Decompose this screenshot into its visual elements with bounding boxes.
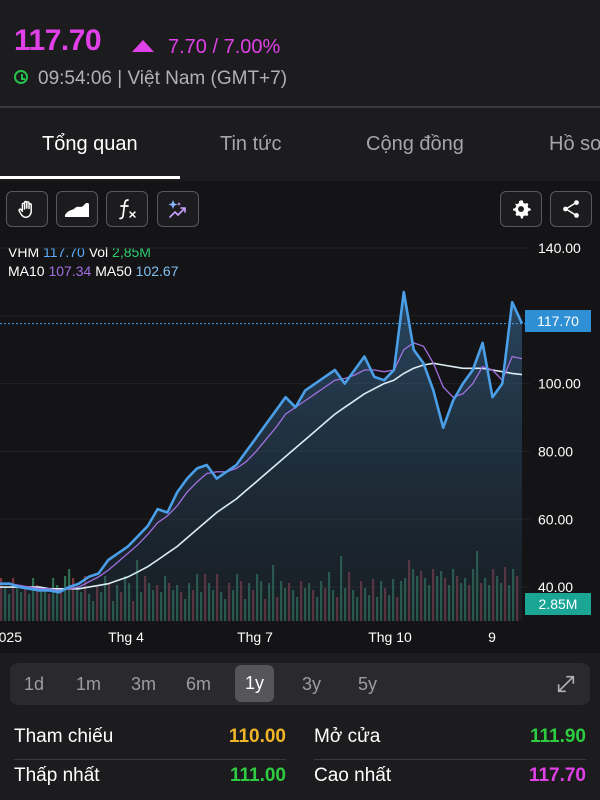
hand-icon[interactable]: [6, 191, 48, 227]
legend-ma50-value: 102.67: [135, 263, 179, 279]
tab-news[interactable]: Tin tức: [220, 133, 282, 155]
price-area: [0, 292, 522, 621]
period-5y[interactable]: 5y: [358, 674, 378, 694]
x-tick-label: Thg 7: [237, 629, 273, 645]
x-tick-label: 9: [488, 629, 496, 645]
active-tab-indicator: [0, 176, 180, 179]
y-tick-label: 60.00: [538, 511, 573, 527]
tab-profile[interactable]: Hồ sơ: [549, 133, 600, 155]
period-1y[interactable]: 1y: [235, 665, 275, 702]
y-tick-label: 100.00: [538, 376, 581, 392]
x-tick-label: Thg 10: [368, 629, 412, 645]
market-time: 09:54:06 | Việt Nam (GMT+7): [38, 68, 288, 89]
gear-icon[interactable]: [500, 191, 542, 227]
stats-divider-right: [314, 759, 586, 760]
expand-icon[interactable]: [555, 673, 577, 700]
function-icon[interactable]: [106, 191, 148, 227]
quote-header: 117.70 7.70 / 7.00% 09:54:06 | Việt Nam …: [0, 0, 600, 107]
legend-ma10-label: MA10: [8, 263, 45, 279]
open-value: 111.90: [529, 726, 586, 747]
volume-tag: 2.85M: [525, 593, 591, 615]
period-1m[interactable]: 1m: [76, 674, 102, 694]
period-6m[interactable]: 6m: [186, 674, 212, 694]
ma50-line: [0, 362, 523, 590]
period-3y[interactable]: 3y: [302, 674, 322, 694]
sparkle-chart-icon[interactable]: [157, 191, 199, 227]
up-arrow-icon: [132, 40, 154, 52]
legend-ma50-label: MA50: [95, 263, 132, 279]
ma10-line: [0, 342, 523, 592]
y-tick-label: 140.00: [538, 240, 581, 256]
tab-community[interactable]: Cộng đồng: [366, 133, 464, 155]
price-change: 7.70 / 7.00%: [168, 36, 281, 58]
period-selector: 1d 1m 3m 6m 1y 3y 5y: [10, 663, 590, 705]
legend-ma10-value: 107.34: [48, 263, 92, 279]
share-icon[interactable]: [550, 191, 592, 227]
y-tick-label: 40.00: [538, 579, 573, 595]
open-label: Mở cửa: [314, 726, 381, 747]
legend-row-2: MA10 107.34 MA50 102.67: [8, 263, 178, 279]
reference-label: Tham chiếu: [14, 726, 114, 747]
tab-overview[interactable]: Tổng quan: [42, 133, 138, 155]
stats-divider-left: [14, 759, 286, 760]
x-tick-label: Thg 4: [108, 629, 144, 645]
low-label: Thấp nhất: [14, 765, 100, 786]
period-1d[interactable]: 1d: [24, 674, 45, 694]
area-chart-icon[interactable]: [56, 191, 98, 227]
current-price-tag: 117.70: [525, 310, 591, 332]
high-value: 117.70: [528, 765, 586, 786]
low-value: 111.00: [229, 765, 286, 786]
y-tick-label: 80.00: [538, 443, 573, 459]
period-3m[interactable]: 3m: [131, 674, 157, 694]
header-divider: [0, 106, 600, 108]
current-price: 117.70: [14, 24, 102, 57]
high-label: Cao nhất: [314, 765, 392, 786]
price-line: [0, 290, 524, 594]
x-tick-label: 2025: [0, 629, 22, 645]
clock-icon: [14, 70, 28, 84]
tab-bar: Tổng quan Tin tức Cộng đồng Hồ sơ: [0, 109, 600, 181]
reference-value: 110.00: [228, 726, 286, 747]
